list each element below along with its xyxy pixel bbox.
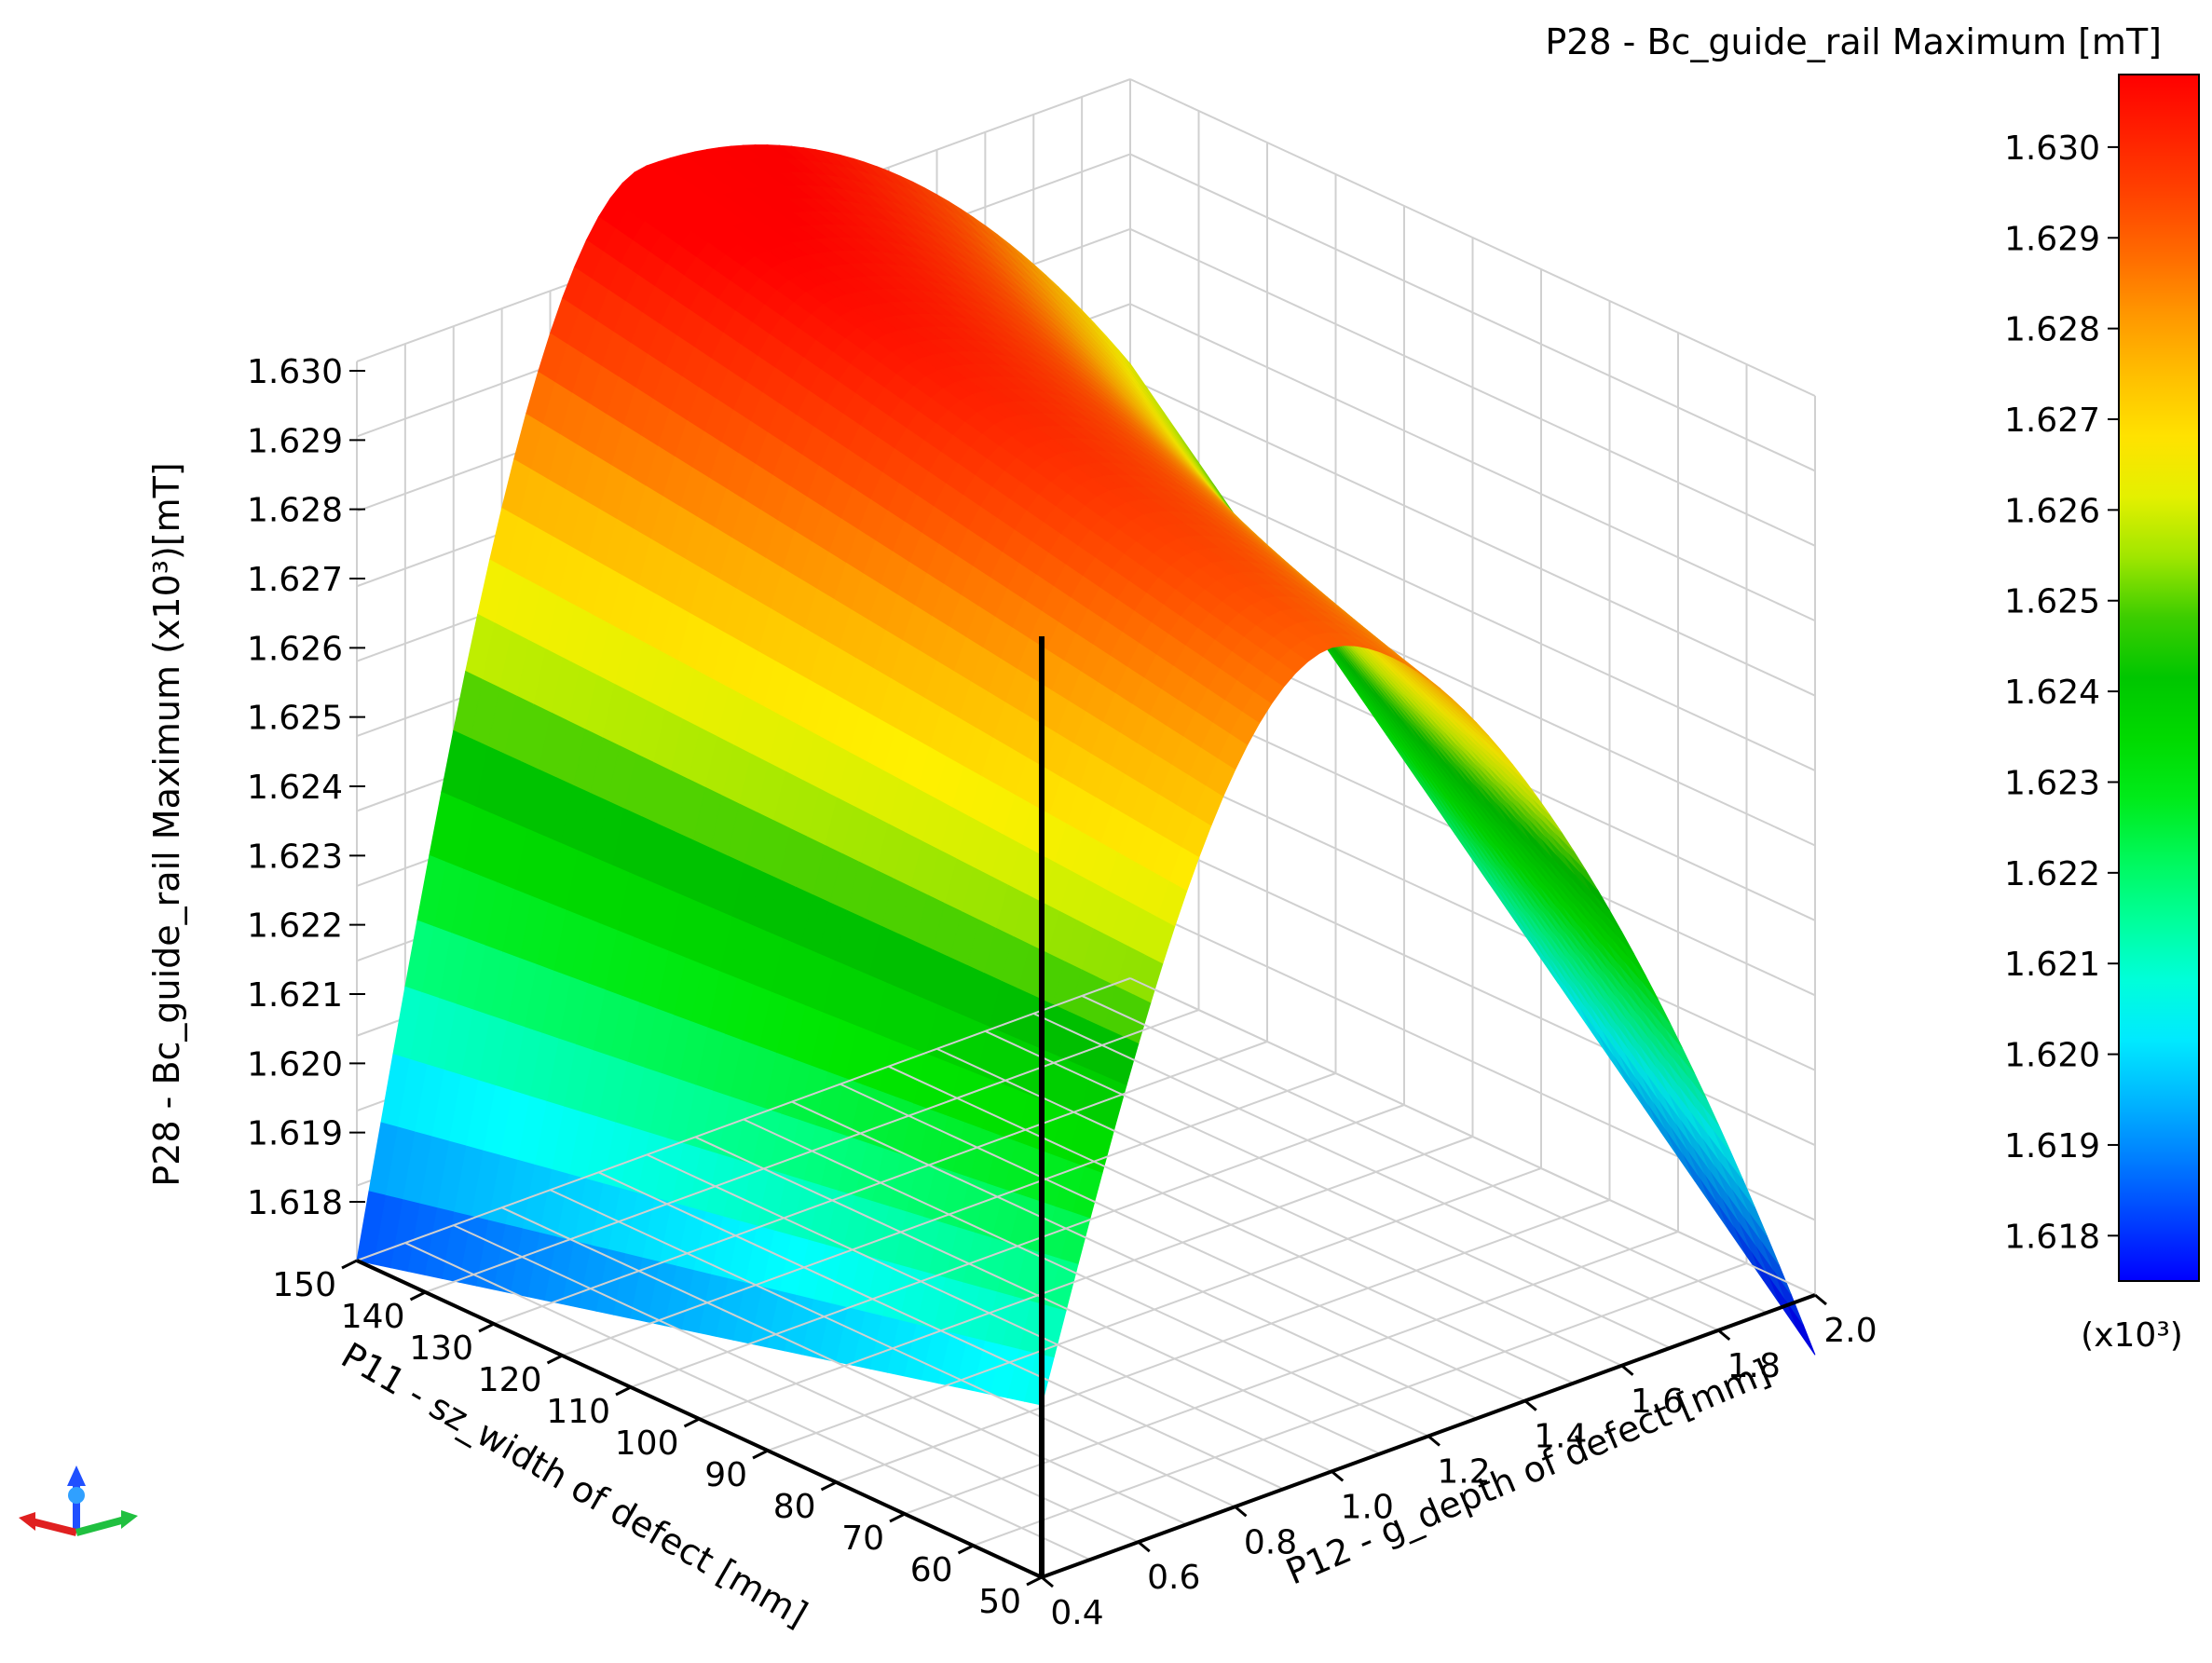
x-tick-mark (957, 1544, 975, 1555)
colorbar-gradient (2118, 74, 2200, 1282)
y-tick-mark (1137, 1540, 1151, 1553)
z-tick-label: 1.620 (247, 1045, 343, 1084)
colorbar-tick-label: 1.628 (2004, 311, 2100, 349)
grid-line (1129, 227, 1816, 547)
colorbar-tick-label: 1.625 (2004, 583, 2100, 621)
z-tick-label: 1.626 (247, 630, 343, 668)
z-tick-label: 1.618 (247, 1184, 343, 1222)
y-tick-mark (1427, 1435, 1441, 1447)
x-tick-label: 70 (841, 1520, 884, 1558)
grid-line (1129, 453, 1816, 771)
y-tick-label: 2.0 (1823, 1312, 1877, 1350)
colorbar-tick-label: 1.622 (2004, 855, 2100, 893)
z-tick-label: 1.621 (247, 976, 343, 1015)
y-tick-mark (1234, 1506, 1248, 1518)
colorbar-tick-label: 1.619 (2004, 1127, 2100, 1165)
colorbar-tick-label: 1.620 (2004, 1037, 2100, 1075)
z-tick-label: 1.623 (247, 838, 343, 876)
colorbar-ticks: 1.618 1.619 1.620 1.621 1.622 1.623 1.624 1.625… (2004, 129, 2119, 1256)
grid-line (1129, 377, 1816, 697)
colorbar-tick-label: 1.627 (2004, 402, 2100, 440)
y-axis-label: P12 - g_depth of defect [mm] (1280, 1351, 1776, 1592)
z-tick-label: 1.630 (247, 353, 343, 391)
grid-line (1129, 303, 1816, 622)
colorbar-tick-label: 1.618 (2004, 1218, 2100, 1256)
z-tick-label: 1.622 (247, 907, 343, 946)
x-tick-label: 90 (704, 1456, 747, 1494)
x-tick-label: 130 (409, 1329, 473, 1368)
y-tick-label: 0.6 (1147, 1559, 1200, 1597)
grid-line (1129, 752, 1816, 1071)
x-tick-mark (409, 1290, 427, 1302)
x-tick-mark (615, 1385, 632, 1397)
x-tick-mark (820, 1480, 838, 1492)
y-tick-mark (1041, 1575, 1054, 1588)
x-tick-mark (889, 1512, 906, 1523)
x-tick-mark (752, 1449, 769, 1460)
x-tick-mark (478, 1322, 495, 1333)
x-tick-label: 120 (478, 1361, 542, 1399)
y-tick-label: 0.4 (1050, 1594, 1103, 1632)
colorbar-tick-label: 1.626 (2004, 492, 2100, 530)
grid-line (1129, 153, 1816, 472)
y-tick-mark (1814, 1293, 1827, 1306)
y-tick-mark (1717, 1329, 1731, 1342)
x-tick-label: 100 (615, 1424, 679, 1463)
z-tick-label: 1.629 (247, 422, 343, 460)
z-tick-label: 1.619 (247, 1115, 343, 1153)
axis-triad-icon[interactable] (19, 1465, 138, 1536)
colorbar-tick-label: 1.623 (2004, 764, 2100, 802)
colorbar-title: P28 - Bc_guide_rail Maximum [mT] (1545, 21, 2162, 62)
colorbar-multiplier: (x10³) (2081, 1316, 2183, 1355)
z-tick-label: 1.628 (247, 492, 343, 530)
x-tick-mark (1026, 1575, 1043, 1587)
y-tick-mark (1523, 1399, 1537, 1411)
y-tick-mark (1620, 1364, 1634, 1376)
x-tick-label: 60 (910, 1551, 953, 1589)
y-tick-mark (1331, 1470, 1345, 1482)
x-tick-label: 110 (546, 1393, 610, 1431)
z-tick-label: 1.627 (247, 561, 343, 599)
z-tick-label: 1.624 (247, 769, 343, 807)
surface-facet (1785, 1299, 1816, 1356)
response-surface (356, 144, 1816, 1406)
x-tick-label: 50 (978, 1583, 1021, 1621)
x-tick-label: 150 (272, 1266, 336, 1304)
colorbar-tick-label: 1.621 (2004, 946, 2100, 984)
x-tick-mark (341, 1259, 358, 1270)
x-tick-label: 80 (773, 1488, 816, 1526)
colorbar: P28 - Bc_guide_rail Maximum [mT] 1.6181.… (1545, 21, 2200, 1355)
z-axis-label: P28 - Bc_guide_rail Maximum (x10³)[mT] (146, 462, 187, 1186)
z-tick-label: 1.625 (247, 700, 343, 738)
x-tick-mark (546, 1354, 564, 1365)
x-tick-label: 140 (341, 1298, 405, 1336)
grid-line (1129, 78, 1816, 397)
x-tick-mark (683, 1417, 701, 1428)
colorbar-tick-label: 1.629 (2004, 220, 2100, 258)
colorbar-tick-label: 1.630 (2004, 129, 2100, 168)
colorbar-tick-label: 1.624 (2004, 674, 2100, 712)
